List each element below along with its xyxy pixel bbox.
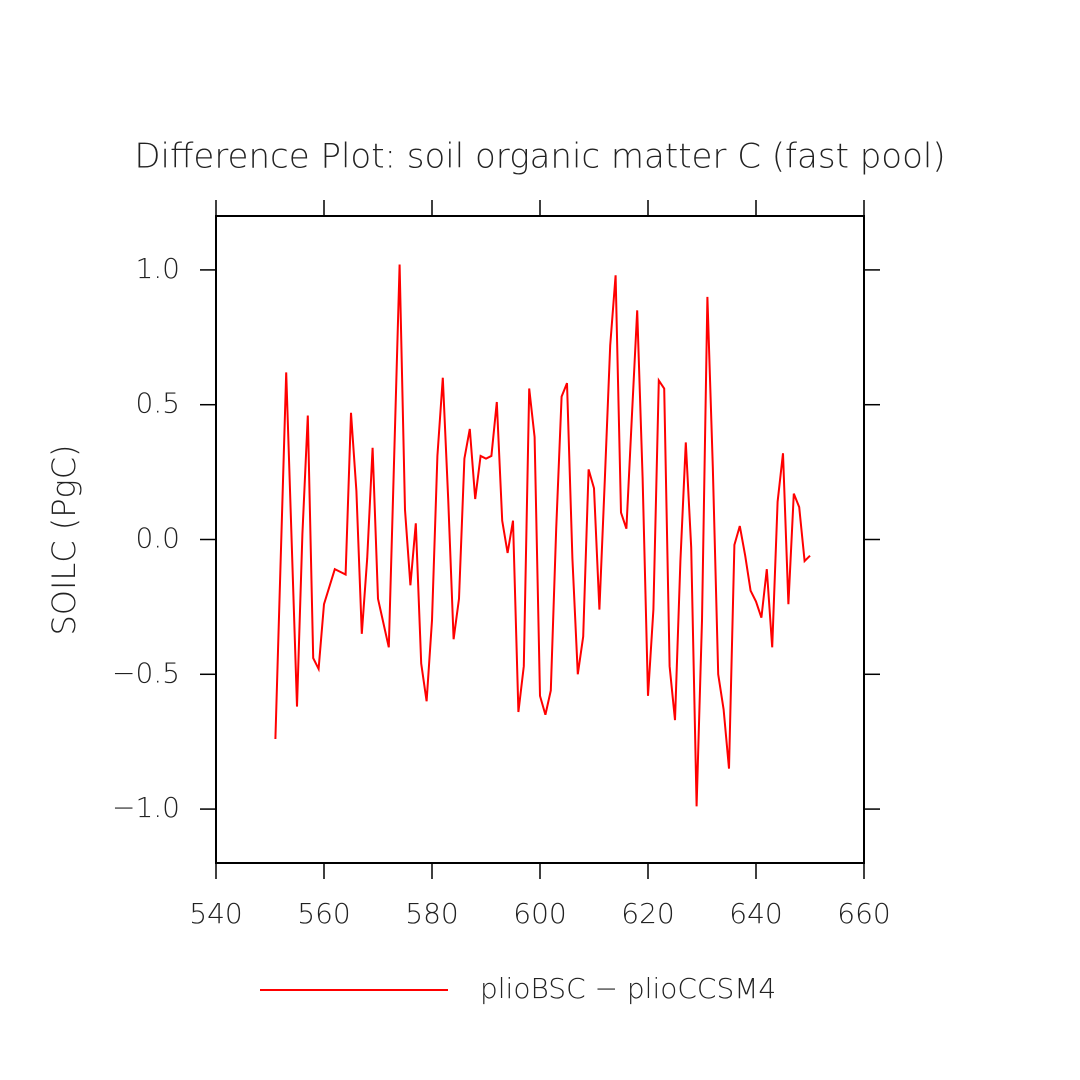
x-tick-label: 620 (621, 897, 674, 930)
y-tick-label: 0.0 (135, 522, 180, 555)
legend-label: plioBSC − plioCCSM4 (480, 972, 776, 1005)
y-tick-label: −1.0 (112, 791, 180, 824)
x-tick-label: 540 (189, 897, 242, 930)
x-tick-label: 660 (837, 897, 890, 930)
y-axis-label: SOILC (PgC) (45, 444, 83, 635)
x-tick-label: 600 (513, 897, 566, 930)
data-line (274, 264, 811, 807)
y-tick-label: −0.5 (112, 656, 180, 689)
y-tick-label: 1.0 (135, 252, 180, 285)
y-tick-label: 0.5 (135, 387, 180, 420)
x-tick-label: 580 (405, 897, 458, 930)
plot-frame (215, 215, 865, 864)
x-tick-label: 560 (297, 897, 350, 930)
chart-title: Difference Plot: soil organic matter C (… (134, 137, 945, 177)
x-tick-label: 640 (729, 897, 782, 930)
